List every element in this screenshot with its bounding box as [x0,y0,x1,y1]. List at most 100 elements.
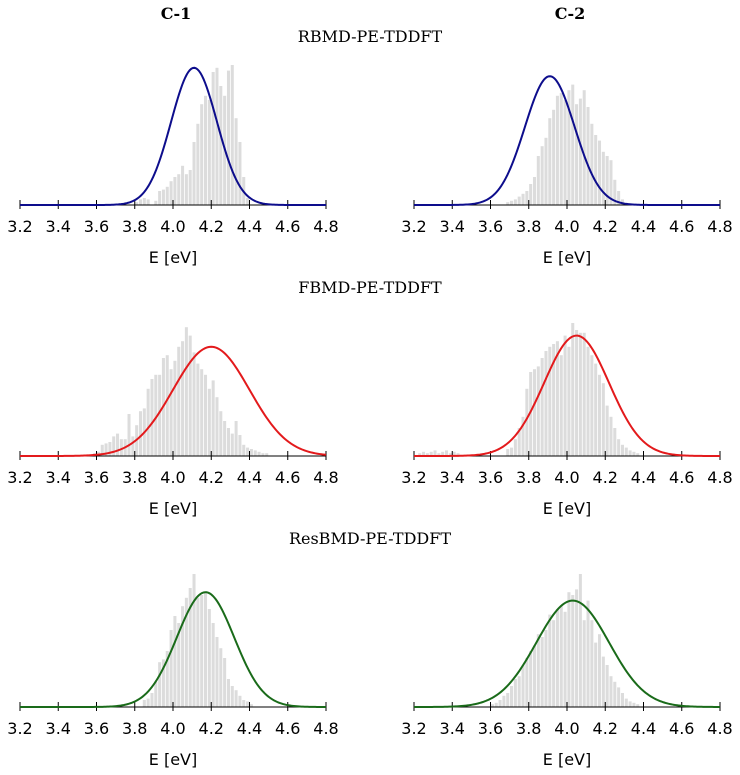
histogram-bar [590,123,594,205]
histogram-bar [586,346,590,456]
histogram-bar [513,679,517,707]
row-title-resbmd: ResBMD-PE-TDDFT [289,529,451,548]
histogram-bar [196,597,200,707]
x-tick-label: 4.6 [275,468,300,487]
x-tick-label: 4.2 [593,468,618,487]
x-tick-label: 4.6 [669,719,694,738]
x-tick-label: 4.2 [199,468,224,487]
histogram-bar [150,693,154,707]
histogram-bar [555,341,559,456]
histogram-bar [548,346,552,456]
histogram-bar [540,637,544,707]
x-axis-label: E [eV] [149,499,197,518]
histogram-bar [620,693,624,707]
x-tick-label: 3.8 [122,217,147,236]
histogram-bar [146,388,150,456]
x-tick-label: 4.6 [669,468,694,487]
histogram-bar [169,630,173,707]
histogram-bar [215,397,219,456]
histogram-bar [200,369,204,456]
x-tick-label: 4.0 [160,468,185,487]
gaussian-fit-curve [414,334,720,457]
histogram-bar [594,363,598,456]
x-tick-label: 4.6 [275,719,300,738]
x-axis-label: E [eV] [543,499,591,518]
histogram-bar [108,442,112,456]
histogram-bar [525,658,529,707]
histogram-bar [552,109,556,205]
histogram-bar [510,447,514,456]
histogram-bar [590,355,594,456]
histogram-bar [173,616,177,707]
histogram-bar [196,363,200,456]
histogram-bar [601,151,605,205]
histogram-bar [422,451,426,456]
histogram-bar [188,588,192,707]
histogram-bar [154,681,158,707]
histogram-bar [552,620,556,707]
histogram-bar [594,642,598,707]
x-tick-label: 3.8 [122,719,147,738]
gaussian-fit-curve [20,66,326,206]
panel-resbmd-c2: 3.2 3.4 3.6 3.8 4.0 4.2 4.4 4.6 4.8 E [eV] [401,574,733,769]
histogram-bar [605,405,609,456]
x-tick-label: 4.4 [237,468,262,487]
histogram-bar [142,700,146,707]
histogram-bar [563,611,567,707]
histogram-bar [586,600,590,707]
histogram-bar [510,686,514,707]
histogram-bar [498,700,502,707]
histogram-bar [238,435,242,456]
histogram-bar [563,100,567,205]
histogram-bar [517,428,521,456]
x-tick-label: 4.6 [275,217,300,236]
histogram-bar [226,428,230,456]
histogram-bar [173,177,177,205]
histogram-bar [249,704,253,707]
histogram-bar [571,84,575,205]
histogram-bar [253,450,257,456]
histogram-bar [219,411,223,456]
histogram-bar [184,327,188,456]
histogram-bar [506,693,510,707]
histogram-bar [165,186,169,205]
x-tick-label: 3.4 [46,719,71,738]
histogram-bar [204,374,208,456]
histogram-bar [207,609,211,707]
histogram-bar [448,453,452,456]
histogram-bar [532,177,537,205]
histogram-bar [555,609,559,707]
histogram-bar [613,681,617,707]
gaussian-fit-curve [414,75,720,206]
x-tick-label: 3.6 [84,468,109,487]
histogram-bar [536,156,540,205]
histogram-bar [559,606,563,707]
histogram-bar [544,630,548,707]
histogram-bar [506,202,510,205]
histogram-bar [532,645,537,707]
x-tick-label: 4.8 [707,468,732,487]
x-tick-label: 4.0 [554,719,579,738]
x-tick-label: 3.2 [7,719,32,738]
histogram-bar [150,379,154,456]
x-tick-label: 4.4 [631,468,656,487]
x-axis-label: E [eV] [543,750,591,769]
x-tick-label: 3.4 [440,719,465,738]
histogram-bar [617,439,621,456]
x-tick-label: 3.8 [516,719,541,738]
x-tick-label: 4.0 [160,719,185,738]
histogram-bar [246,701,250,707]
histogram-bar [138,411,143,456]
histogram-bar [536,366,540,456]
histogram-bar [188,335,192,456]
histogram-bar [601,383,605,456]
x-tick-label: 3.6 [478,217,503,236]
panel-resbmd-c1: 3.2 3.4 3.6 3.8 4.0 4.2 4.4 4.6 4.8 E [eV] [7,574,339,769]
histogram-bar [552,344,556,456]
x-tick-label: 4.2 [199,217,224,236]
histogram-bar [238,695,242,707]
histogram-bar [624,698,628,707]
histogram-bar [226,70,230,205]
histogram-bar [181,341,185,456]
